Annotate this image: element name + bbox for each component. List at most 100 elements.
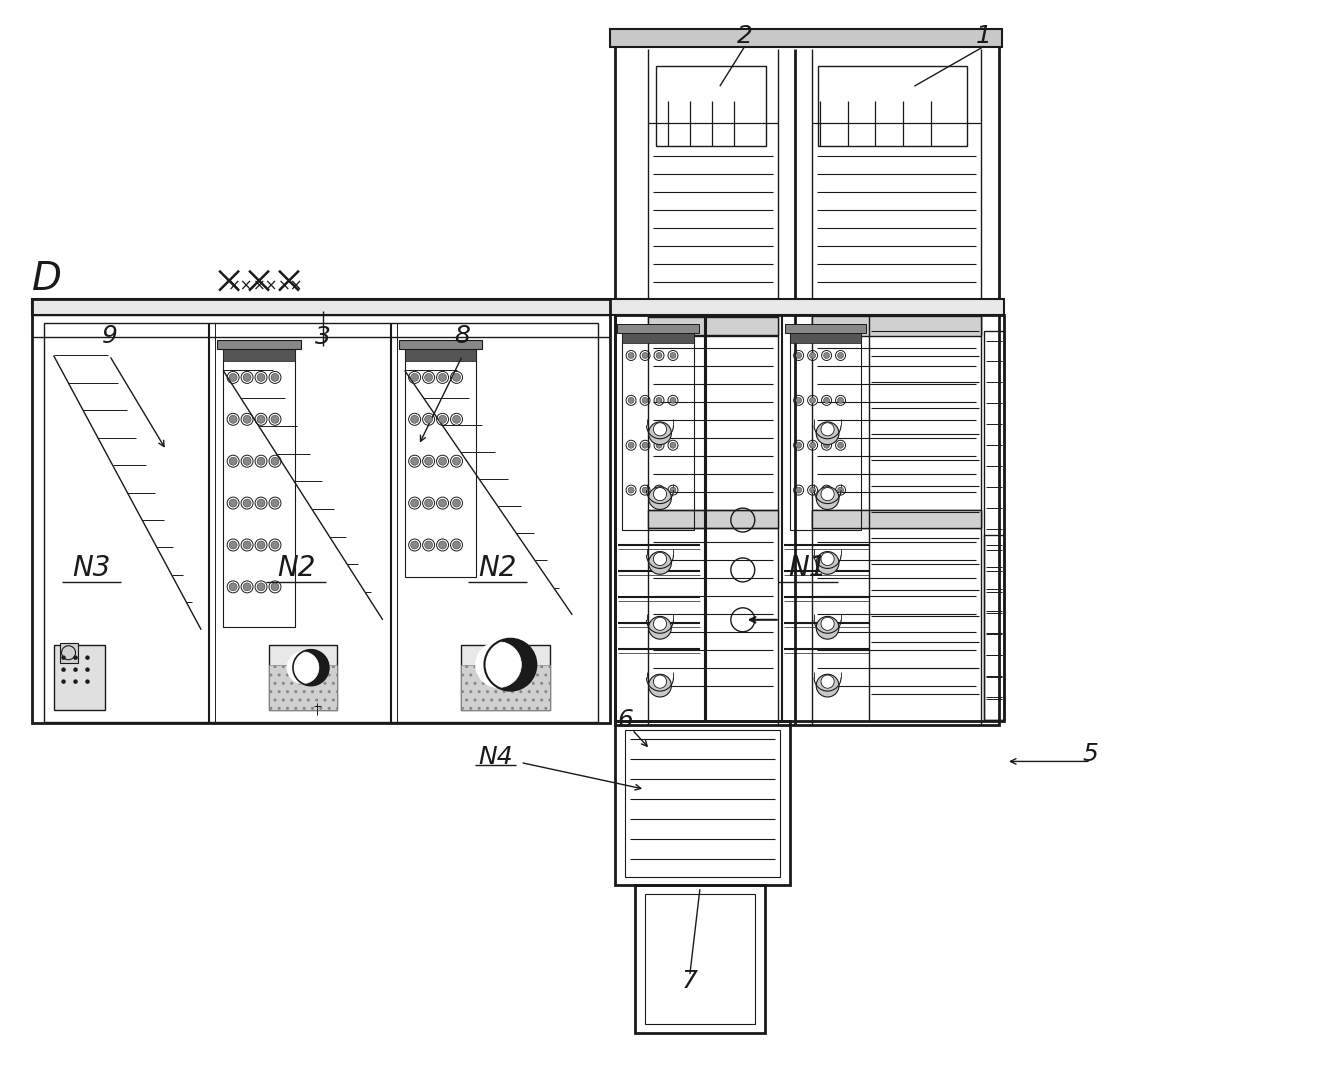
Circle shape	[649, 487, 671, 509]
Text: ××: ××	[228, 278, 254, 293]
Circle shape	[257, 416, 265, 423]
Circle shape	[655, 352, 662, 359]
Circle shape	[475, 642, 522, 687]
Circle shape	[642, 487, 647, 493]
Bar	[636, 885, 765, 1033]
Circle shape	[838, 352, 843, 359]
Circle shape	[244, 374, 252, 381]
Circle shape	[642, 352, 647, 359]
Circle shape	[61, 656, 66, 660]
Circle shape	[438, 374, 446, 381]
Circle shape	[244, 541, 252, 549]
Circle shape	[244, 583, 252, 591]
Circle shape	[670, 487, 677, 493]
Circle shape	[86, 668, 90, 672]
Circle shape	[628, 443, 634, 448]
Circle shape	[670, 352, 677, 359]
Circle shape	[86, 680, 90, 684]
Bar	[32, 298, 610, 723]
Bar	[405, 348, 477, 577]
Circle shape	[271, 458, 279, 465]
Text: ××: ××	[278, 278, 303, 293]
Circle shape	[816, 674, 839, 697]
Circle shape	[809, 397, 816, 404]
Circle shape	[257, 499, 265, 507]
Circle shape	[628, 487, 634, 493]
Circle shape	[649, 551, 671, 574]
Circle shape	[293, 649, 328, 686]
Circle shape	[453, 541, 461, 549]
Circle shape	[74, 680, 78, 684]
Bar	[617, 323, 699, 333]
Circle shape	[821, 422, 834, 436]
Bar	[812, 317, 981, 335]
Circle shape	[628, 397, 634, 404]
Circle shape	[824, 443, 830, 448]
Circle shape	[809, 352, 816, 359]
Circle shape	[654, 617, 666, 630]
Circle shape	[485, 639, 536, 690]
Bar	[44, 322, 598, 722]
Circle shape	[824, 352, 830, 359]
Circle shape	[649, 674, 671, 697]
Bar	[616, 31, 1000, 725]
Circle shape	[838, 443, 843, 448]
Text: N2: N2	[478, 554, 516, 582]
Circle shape	[796, 397, 801, 404]
Bar	[399, 339, 482, 350]
Bar	[625, 729, 780, 877]
Circle shape	[821, 553, 834, 565]
Circle shape	[655, 443, 662, 448]
Circle shape	[796, 487, 801, 493]
Bar	[461, 665, 551, 710]
Circle shape	[271, 416, 279, 423]
Circle shape	[271, 499, 279, 507]
Text: 9: 9	[102, 323, 118, 348]
Bar	[616, 314, 1004, 721]
Circle shape	[74, 668, 78, 672]
Circle shape	[655, 487, 662, 493]
Circle shape	[824, 487, 830, 493]
Circle shape	[229, 583, 237, 591]
Bar	[32, 314, 610, 336]
Circle shape	[670, 443, 677, 448]
Text: 8: 8	[454, 323, 470, 348]
Circle shape	[453, 458, 461, 465]
Bar	[655, 66, 765, 146]
Circle shape	[74, 656, 78, 660]
Bar	[789, 331, 862, 530]
Circle shape	[453, 416, 461, 423]
Circle shape	[244, 458, 252, 465]
Bar	[224, 348, 295, 362]
Bar	[812, 316, 981, 336]
Bar	[269, 645, 336, 710]
Circle shape	[824, 397, 830, 404]
Circle shape	[410, 374, 418, 381]
Circle shape	[229, 416, 237, 423]
Circle shape	[655, 397, 662, 404]
Bar	[818, 66, 968, 146]
Bar	[60, 643, 78, 662]
Text: 6: 6	[617, 708, 633, 731]
Bar	[32, 298, 1004, 314]
Bar	[984, 535, 1004, 719]
Circle shape	[816, 616, 839, 639]
Circle shape	[271, 541, 279, 549]
Circle shape	[61, 668, 66, 672]
Circle shape	[425, 416, 433, 423]
Circle shape	[229, 499, 237, 507]
Circle shape	[654, 675, 666, 688]
Circle shape	[271, 374, 279, 381]
Circle shape	[670, 397, 677, 404]
Bar	[789, 331, 862, 342]
Circle shape	[86, 656, 90, 660]
Circle shape	[410, 541, 418, 549]
Circle shape	[229, 541, 237, 549]
Bar	[622, 331, 694, 530]
Circle shape	[654, 553, 666, 565]
Bar	[647, 317, 777, 335]
Circle shape	[257, 374, 265, 381]
Circle shape	[425, 374, 433, 381]
Bar	[645, 894, 755, 1024]
Circle shape	[61, 680, 66, 684]
